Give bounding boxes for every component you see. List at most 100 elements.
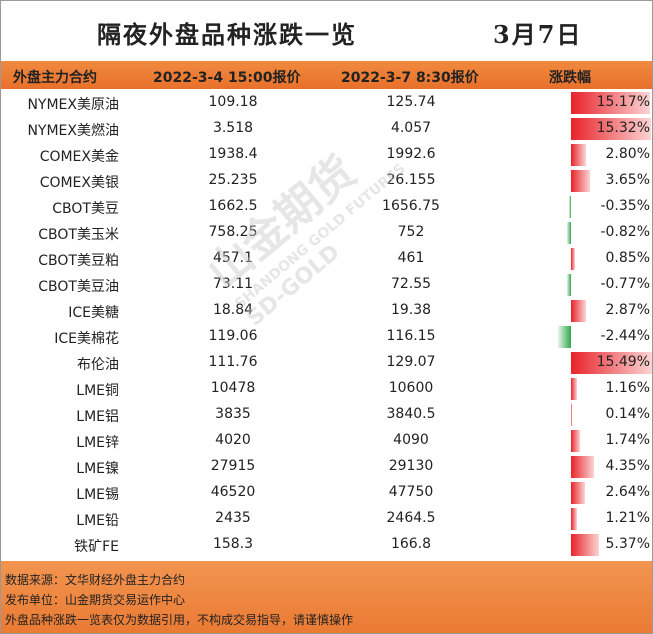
cell-change: 2.64% (605, 484, 650, 500)
data-bar (571, 118, 651, 140)
table-row: NYMEX美燃油 3.518 4.057 15.32% (1, 116, 652, 142)
table-row: NYMEX美原油 109.18 125.74 15.17% (1, 90, 652, 116)
data-bar (571, 534, 599, 556)
column-header: 外盘主力合约 (13, 70, 97, 86)
cell-prev: 119.06 (208, 328, 258, 344)
table-row: COMEX美金 1938.4 1992.6 2.80% (1, 142, 652, 168)
cell-curr: 1992.6 (386, 146, 436, 162)
cell-name: COMEX美银 (39, 175, 119, 191)
cell-name: CBOT美豆粕 (38, 253, 119, 269)
cell-name: NYMEX美原油 (27, 97, 119, 113)
cell-prev: 10478 (210, 380, 256, 396)
cell-name: ICE美棉花 (54, 331, 119, 347)
table-row: 铁矿FE 158.3 166.8 5.37% (1, 532, 652, 558)
cell-name: COMEX美金 (39, 149, 119, 165)
cell-prev: 2435 (215, 510, 251, 526)
table-row: LME锌 4020 4090 1.74% (1, 428, 652, 454)
cell-curr: 116.15 (386, 328, 436, 344)
cell-curr: 72.55 (390, 276, 432, 292)
cell-prev: 111.76 (208, 354, 258, 370)
table-row: ICE美糖 18.84 19.38 2.87% (1, 298, 652, 324)
cell-change: 0.14% (605, 406, 650, 422)
cell-name: 铁矿FE (74, 539, 119, 555)
cell-prev: 3.518 (212, 120, 254, 136)
table-header: 外盘主力合约 2022-3-4 15:00报价 2022-3-7 8:30报价 … (1, 61, 652, 89)
cell-name: 布伦油 (77, 357, 119, 373)
data-bar (569, 196, 571, 218)
table-row: LME镍 27915 29130 4.35% (1, 454, 652, 480)
cell-change: 15.17% (596, 94, 650, 110)
cell-prev: 758.25 (208, 224, 258, 240)
cell-change: 2.80% (605, 146, 650, 162)
cell-curr: 4.057 (390, 120, 432, 136)
data-bar (566, 274, 571, 296)
cell-change: 4.35% (605, 458, 650, 474)
table-row: 布伦油 111.76 129.07 15.49% (1, 350, 652, 376)
cell-prev: 1662.5 (208, 198, 258, 214)
cell-curr: 2464.5 (386, 510, 436, 526)
cell-change: 1.21% (605, 510, 650, 526)
cell-curr: 166.8 (390, 536, 432, 552)
cell-name: CBOT美玉米 (38, 227, 119, 243)
cell-change: 5.37% (605, 536, 650, 552)
title: 隔夜外盘品种涨跌一览 (97, 20, 357, 49)
cell-prev: 457.1 (212, 250, 254, 266)
cell-prev: 27915 (210, 458, 256, 474)
cell-change: 3.65% (605, 172, 650, 188)
cell-prev: 73.11 (212, 276, 254, 292)
cell-curr: 129.07 (386, 354, 436, 370)
cell-change: 2.87% (605, 302, 650, 318)
data-bar (571, 170, 590, 192)
column-header: 2022-3-7 8:30报价 (341, 70, 479, 86)
cell-change: 15.32% (596, 120, 650, 136)
cell-prev: 4020 (215, 432, 251, 448)
data-bar (571, 300, 586, 322)
data-bar (571, 92, 650, 114)
table-row: ICE美棉花 119.06 116.15 -2.44% (1, 324, 652, 350)
column-header: 2022-3-4 15:00报价 (153, 70, 301, 86)
cell-name: ICE美糖 (68, 305, 119, 321)
cell-name: LME镍 (76, 461, 119, 477)
cell-change: 15.49% (596, 354, 650, 370)
cell-curr: 3840.5 (386, 406, 436, 422)
cell-curr: 10600 (388, 380, 434, 396)
cell-name: LME锌 (76, 435, 119, 451)
table-row: LME铅 2435 2464.5 1.21% (1, 506, 652, 532)
cell-change: -0.77% (600, 276, 650, 292)
data-bar (566, 222, 571, 244)
table-row: CBOT美豆粕 457.1 461 0.85% (1, 246, 652, 272)
table-row: CBOT美豆 1662.5 1656.75 -0.35% (1, 194, 652, 220)
data-bar (571, 482, 585, 504)
column-header: 涨跌幅 (549, 70, 591, 86)
table-body: NYMEX美原油 109.18 125.74 15.17% NYMEX美燃油 3.518 4… (1, 90, 652, 558)
data-bar (571, 248, 576, 270)
cell-curr: 47750 (388, 484, 434, 500)
footer-line: 外盘品种涨跌一览表仅为数据引用，不构成交易指导，请谨慎操作 (5, 613, 354, 627)
title-bar: 隔夜外盘品种涨跌一览 3月7日 (1, 1, 652, 61)
cell-curr: 1656.75 (382, 198, 440, 214)
cell-curr: 29130 (388, 458, 434, 474)
cell-curr: 19.38 (390, 302, 432, 318)
data-bar (571, 404, 572, 426)
cell-prev: 158.3 (212, 536, 254, 552)
cell-prev: 25.235 (208, 172, 258, 188)
table-row: LME铝 3835 3840.5 0.14% (1, 402, 652, 428)
data-bar (571, 456, 594, 478)
footer-line: 发布单位：山金期货交易运作中心 (5, 593, 186, 607)
cell-name: LME锡 (76, 487, 119, 503)
data-bar (571, 144, 586, 166)
cell-curr: 4090 (393, 432, 429, 448)
table-row: LME铜 10478 10600 1.16% (1, 376, 652, 402)
cell-curr: 26.155 (386, 172, 436, 188)
cell-change: 1.74% (605, 432, 650, 448)
cell-name: LME铅 (76, 513, 119, 529)
cell-prev: 3835 (215, 406, 251, 422)
cell-name: LME铝 (76, 409, 119, 425)
cell-change: -0.35% (600, 198, 650, 214)
table-row: CBOT美豆油 73.11 72.55 -0.77% (1, 272, 652, 298)
cell-change: 0.85% (605, 250, 650, 266)
cell-name: LME铜 (76, 383, 119, 399)
cell-curr: 125.74 (386, 94, 436, 110)
data-bar (571, 378, 578, 400)
